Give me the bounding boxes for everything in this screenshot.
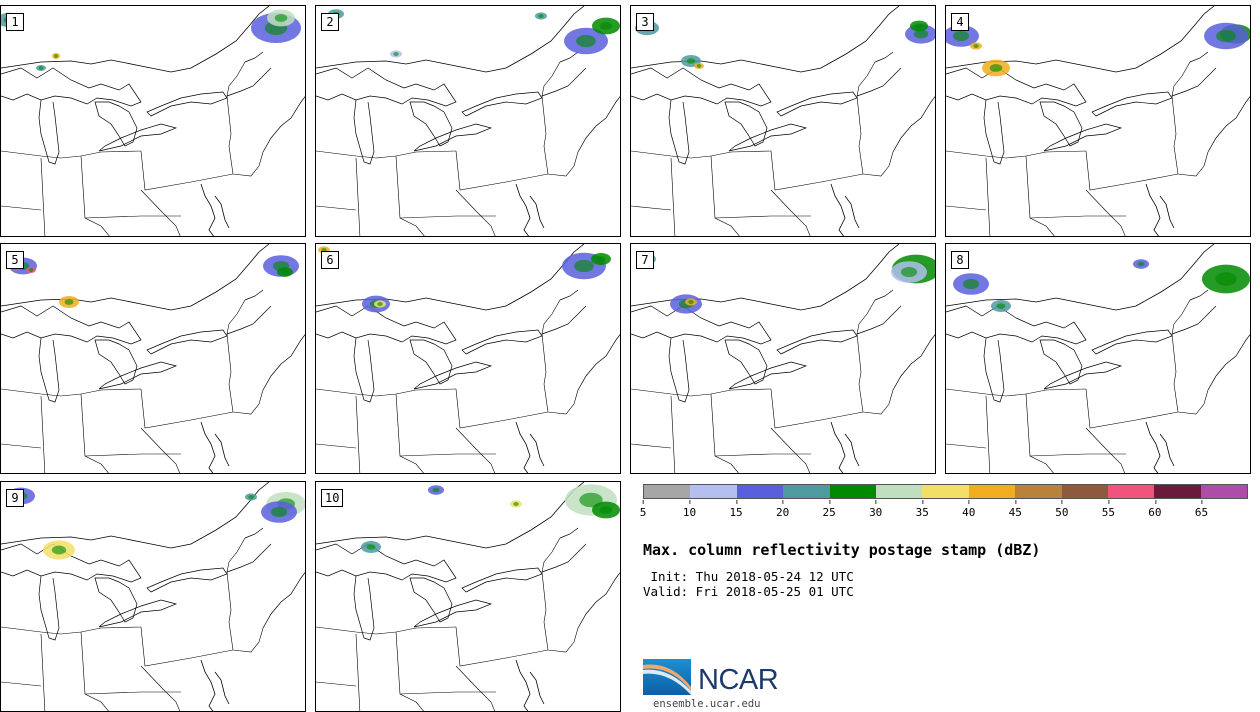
- colorbar-tick-label: 60: [1148, 500, 1162, 519]
- stamp-2: 2: [315, 5, 621, 237]
- valid-time: Valid: Fri 2018-05-25 01 UTC: [643, 584, 854, 599]
- colorbar-tick-label: 55: [1101, 500, 1115, 519]
- basemap: [1, 6, 305, 236]
- stamp-number: 2: [321, 13, 339, 31]
- basemap: [1, 482, 305, 711]
- colorbar-tick-label: 50: [1055, 500, 1069, 519]
- colorbar-segment: [1061, 485, 1108, 498]
- colorbar-tick-label: 5: [639, 500, 647, 519]
- stamp-number: 6: [321, 251, 339, 269]
- plot-title: Max. column reflectivity postage stamp (…: [643, 541, 1041, 559]
- colorbar-segment: [1154, 485, 1201, 498]
- stamp-5: 5: [0, 243, 306, 474]
- colorbar-segment: [783, 485, 830, 498]
- stamp-number: 5: [6, 251, 24, 269]
- stamp-number: 4: [951, 13, 969, 31]
- colorbar-segment: [875, 485, 923, 498]
- colorbar-segment: [1107, 485, 1155, 498]
- stamp-number: 8: [951, 251, 969, 269]
- logo-text: NCAR: [698, 664, 779, 696]
- colorbar-segment: [968, 485, 1016, 498]
- basemap: [316, 482, 620, 711]
- colorbar-segment: [736, 485, 784, 498]
- basemap: [1, 244, 305, 473]
- colorbar-segment: [690, 485, 737, 498]
- basemap: [946, 6, 1250, 236]
- stamp-number: 7: [636, 251, 654, 269]
- stamp-number: 10: [321, 489, 344, 507]
- stamp-10: 10: [315, 481, 621, 712]
- source-url: ensemble.ucar.edu: [653, 698, 761, 710]
- ncar-logo-icon: [643, 659, 691, 695]
- basemap: [316, 6, 620, 236]
- basemap: [631, 6, 935, 236]
- stamp-6: 6: [315, 243, 621, 474]
- colorbar-tick-label: 10: [682, 500, 697, 519]
- colorbar-tick-label: 30: [869, 500, 883, 519]
- colorbar-tick-label: 25: [822, 500, 836, 519]
- stamp-number: 3: [636, 13, 654, 31]
- stamp-7: 7: [630, 243, 936, 474]
- colorbar-segment: [1200, 485, 1248, 498]
- colorbar-segment: [922, 485, 969, 498]
- basemap: [631, 244, 935, 473]
- colorbar-tick-label: 20: [775, 500, 790, 519]
- stamp-number: 1: [6, 13, 24, 31]
- colorbar-tick-label: 40: [962, 500, 976, 519]
- stamp-4: 4: [945, 5, 1251, 237]
- colorbar: [643, 484, 1248, 499]
- colorbar-segment: [1015, 485, 1062, 498]
- basemap: [316, 244, 620, 473]
- stamp-1: 1: [0, 5, 306, 237]
- colorbar-tick-label: 15: [729, 500, 743, 519]
- stamp-3: 3: [630, 5, 936, 237]
- init-time: Init: Thu 2018-05-24 12 UTC: [643, 569, 854, 584]
- stamp-9: 9: [0, 481, 306, 712]
- colorbar-tick-label: 65: [1194, 500, 1209, 519]
- colorbar-segment: [829, 485, 876, 498]
- stamp-number: 9: [6, 489, 24, 507]
- colorbar-ticks: 5 10 15 20 25 30 35 40 45 50 55 60 65: [639, 500, 1248, 520]
- basemap: [946, 244, 1250, 473]
- colorbar-tick-label: 35: [915, 500, 929, 519]
- colorbar-segment: [644, 485, 691, 498]
- stamp-8: 8: [945, 243, 1251, 474]
- colorbar-tick-label: 45: [1008, 500, 1022, 519]
